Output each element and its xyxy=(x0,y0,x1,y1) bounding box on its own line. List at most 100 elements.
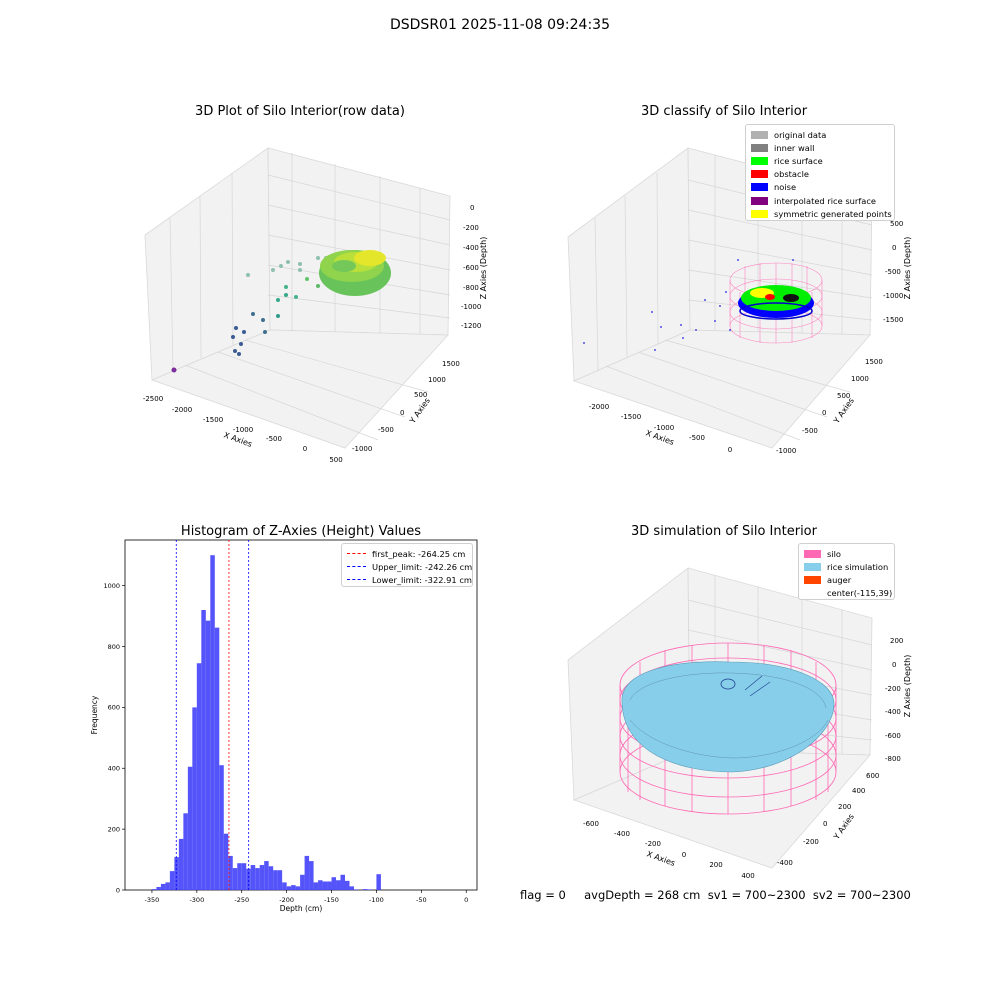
raw-x-tick: -2500 xyxy=(143,395,163,403)
classify-y-tick: 1000 xyxy=(851,375,869,383)
histogram-bar xyxy=(295,886,301,890)
classify-legend-item: inner wall xyxy=(751,141,889,154)
classify-3d-plot: -2000 -1500 -1000 -500 0 -1000 -500 0 50… xyxy=(567,147,912,455)
classify-legend-item: interpolated rice surface xyxy=(751,194,889,207)
histogram-x-tick-label: -300 xyxy=(189,896,204,904)
histogram-y-axis-label: Frequency xyxy=(90,695,99,734)
histogram-bar xyxy=(255,868,260,890)
classify-z-axis-label: Z Axies (Depth) xyxy=(903,237,912,300)
simulation-x-tick: -600 xyxy=(583,820,599,828)
histogram-legend-label: Lower_limit: -322.91 cm xyxy=(372,574,472,585)
histogram-x-tick-label: -200 xyxy=(279,896,294,904)
simulation-legend-swatch xyxy=(804,589,821,597)
simulation-legend-swatch xyxy=(804,575,821,584)
raw-y-tick: 1000 xyxy=(428,376,446,384)
histogram-bar xyxy=(214,627,220,890)
simulation-legend-item: rice simulation xyxy=(804,560,889,573)
simulation-legend-swatch xyxy=(804,549,821,558)
histogram-x-tick-label: -50 xyxy=(416,896,427,904)
histogram-bar xyxy=(264,861,269,890)
classify-legend-swatch xyxy=(751,209,768,218)
raw-z-tick: -1200 xyxy=(461,322,481,330)
classify-legend-swatch xyxy=(751,130,768,139)
simulation-x-tick: 200 xyxy=(709,861,722,869)
raw-z-tick: -400 xyxy=(463,244,479,252)
histogram-bar xyxy=(376,874,381,890)
histogram-bar xyxy=(340,874,345,890)
classify-noise-points xyxy=(583,259,794,351)
classify-z-tick: -1500 xyxy=(883,316,903,324)
classify-legend-swatch xyxy=(751,196,768,205)
classify-legend-swatch xyxy=(751,170,768,179)
histogram-legend: first_peak: -264.25 cm Upper_limit: -242.… xyxy=(341,543,473,587)
histogram-bar xyxy=(228,855,233,890)
classify-z-tick: -500 xyxy=(885,268,901,276)
histogram-y-tick-label: 800 xyxy=(108,643,120,651)
histogram-bar xyxy=(268,866,274,890)
histogram-chart: -350 -300 -250 -200 -150 -100 -50 0 0 200 400 600 8… xyxy=(90,539,478,913)
histogram-legend-item: Upper_limit: -242.26 cm xyxy=(347,560,472,573)
histogram-bar xyxy=(291,885,296,890)
raw-x-tick: -1000 xyxy=(233,426,253,434)
raw-z-tick: -200 xyxy=(463,224,479,232)
simulation-z-tick: -600 xyxy=(885,732,901,740)
histogram-legend-item: first_peak: -264.25 cm xyxy=(347,547,467,560)
simulation-3d-plot: -600 -400 -200 0 200 400 -400 -200 0 200… xyxy=(567,567,912,880)
histogram-frame xyxy=(124,539,478,891)
histogram-bar xyxy=(196,663,202,890)
simulation-legend-label: center(-115,39) xyxy=(827,588,893,599)
classify-rice-points xyxy=(738,285,814,320)
raw-y-tick: -500 xyxy=(378,426,394,434)
histogram-bar xyxy=(178,838,184,890)
raw-3d-grid xyxy=(169,153,451,441)
histogram-y-tick-label: 400 xyxy=(108,765,120,773)
classify-3d-tick-labels: -2000 -1500 -1000 -500 0 -1000 -500 0 50… xyxy=(589,220,904,455)
classify-y-tick: 500 xyxy=(837,392,850,400)
histogram-legend-item: Lower_limit: -322.91 cm xyxy=(347,573,472,586)
simulation-x-tick: -200 xyxy=(645,840,661,848)
classify-legend-swatch xyxy=(751,156,768,165)
histogram-bar xyxy=(165,882,170,890)
simulation-y-tick: 400 xyxy=(852,787,865,795)
histogram-bar xyxy=(156,886,161,890)
classify-legend-label: interpolated rice surface xyxy=(774,195,877,206)
histogram-bar xyxy=(232,868,238,890)
classify-y-tick: -1000 xyxy=(776,447,796,455)
simulation-legend-label: rice simulation xyxy=(827,561,889,572)
histogram-bar xyxy=(345,880,350,890)
simulation-plot-title: 3D simulation of Silo Interior xyxy=(631,524,817,539)
histogram-bar xyxy=(205,620,211,890)
histogram-bar xyxy=(210,555,215,890)
histogram-bar xyxy=(367,889,372,890)
histogram-bar xyxy=(183,813,188,890)
histogram-bar xyxy=(219,765,224,890)
raw-z-tick: -600 xyxy=(463,264,479,272)
simulation-legend-label: silo xyxy=(827,548,842,559)
raw-y-tick: 500 xyxy=(414,391,427,399)
histogram-y-tick-label: 200 xyxy=(108,825,120,833)
classify-legend-label: inner wall xyxy=(774,142,815,153)
classify-legend-item: symmetric generated points xyxy=(751,207,892,220)
classify-x-tick: 0 xyxy=(728,446,732,454)
histogram-bar xyxy=(300,874,305,890)
simulation-y-tick: -200 xyxy=(803,838,819,846)
classify-z-tick: 0 xyxy=(892,244,896,252)
histogram-y-tick-label: 1000 xyxy=(103,582,120,590)
classify-x-tick: -2000 xyxy=(589,403,609,411)
histogram-bar xyxy=(318,880,323,890)
histogram-bar xyxy=(241,863,247,890)
raw-x-tick: 0 xyxy=(303,445,307,453)
simulation-legend: silo rice simulation auger center(-115,39) xyxy=(798,543,895,600)
simulation-legend-item: silo xyxy=(804,547,889,560)
histogram-x-tick-label: -250 xyxy=(234,896,249,904)
classify-legend-item: noise xyxy=(751,181,889,194)
classify-legend-swatch xyxy=(751,183,768,192)
histogram-bar xyxy=(277,870,283,890)
simulation-x-tick: 400 xyxy=(741,872,754,880)
histogram-bar xyxy=(331,877,337,890)
classify-legend-swatch xyxy=(751,143,768,152)
classify-z-tick: -1000 xyxy=(883,292,903,300)
raw-3d-panes xyxy=(144,147,451,449)
simulation-z-tick: -800 xyxy=(885,755,901,763)
classify-legend-item: rice surface xyxy=(751,154,889,167)
